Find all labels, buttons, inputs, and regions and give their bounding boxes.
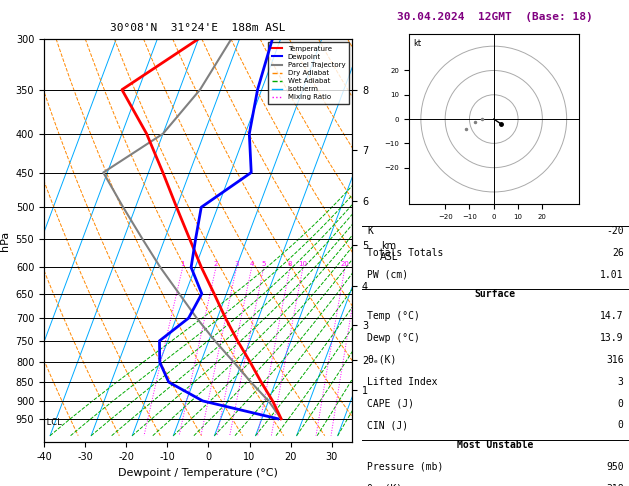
Text: CIN (J): CIN (J) [367, 420, 408, 431]
Text: kt: kt [414, 39, 421, 48]
Text: 10: 10 [299, 261, 308, 267]
Text: 0: 0 [618, 399, 624, 409]
Text: 13.9: 13.9 [600, 333, 624, 343]
Text: 318: 318 [606, 484, 624, 486]
Text: 1: 1 [181, 261, 185, 267]
Text: 5: 5 [262, 261, 266, 267]
Text: Dewp (°C): Dewp (°C) [367, 333, 420, 343]
Text: 0: 0 [618, 420, 624, 431]
Text: PW (cm): PW (cm) [367, 270, 408, 280]
Text: 3: 3 [618, 377, 624, 387]
Text: Surface: Surface [475, 289, 516, 299]
Y-axis label: hPa: hPa [0, 230, 10, 251]
Text: CAPE (J): CAPE (J) [367, 399, 414, 409]
Text: 316: 316 [606, 355, 624, 365]
Text: 3: 3 [234, 261, 239, 267]
Legend: Temperature, Dewpoint, Parcel Trajectory, Dry Adiabat, Wet Adiabat, Isotherm, Mi: Temperature, Dewpoint, Parcel Trajectory… [268, 42, 348, 104]
Text: -20: -20 [606, 226, 624, 236]
Text: Most Unstable: Most Unstable [457, 440, 533, 450]
Text: 30.04.2024  12GMT  (Base: 18): 30.04.2024 12GMT (Base: 18) [398, 12, 593, 22]
Text: Temp (°C): Temp (°C) [367, 311, 420, 321]
Text: θₑ (K): θₑ (K) [367, 484, 403, 486]
Text: θₑ(K): θₑ(K) [367, 355, 396, 365]
Y-axis label: km
ASL: km ASL [380, 241, 398, 262]
Text: Pressure (mb): Pressure (mb) [367, 462, 443, 472]
Text: 14.7: 14.7 [600, 311, 624, 321]
Text: 950: 950 [606, 462, 624, 472]
Text: 20: 20 [340, 261, 350, 267]
Text: 26: 26 [612, 248, 624, 258]
Title: 30°08'N  31°24'E  188m ASL: 30°08'N 31°24'E 188m ASL [110, 22, 286, 33]
Text: 2: 2 [214, 261, 218, 267]
Text: 1.01: 1.01 [600, 270, 624, 280]
Text: Totals Totals: Totals Totals [367, 248, 443, 258]
Text: 8: 8 [288, 261, 292, 267]
X-axis label: Dewpoint / Temperature (°C): Dewpoint / Temperature (°C) [118, 468, 278, 478]
Text: 4: 4 [250, 261, 254, 267]
Text: Lifted Index: Lifted Index [367, 377, 438, 387]
Text: K: K [367, 226, 373, 236]
Text: LCL: LCL [44, 417, 62, 427]
